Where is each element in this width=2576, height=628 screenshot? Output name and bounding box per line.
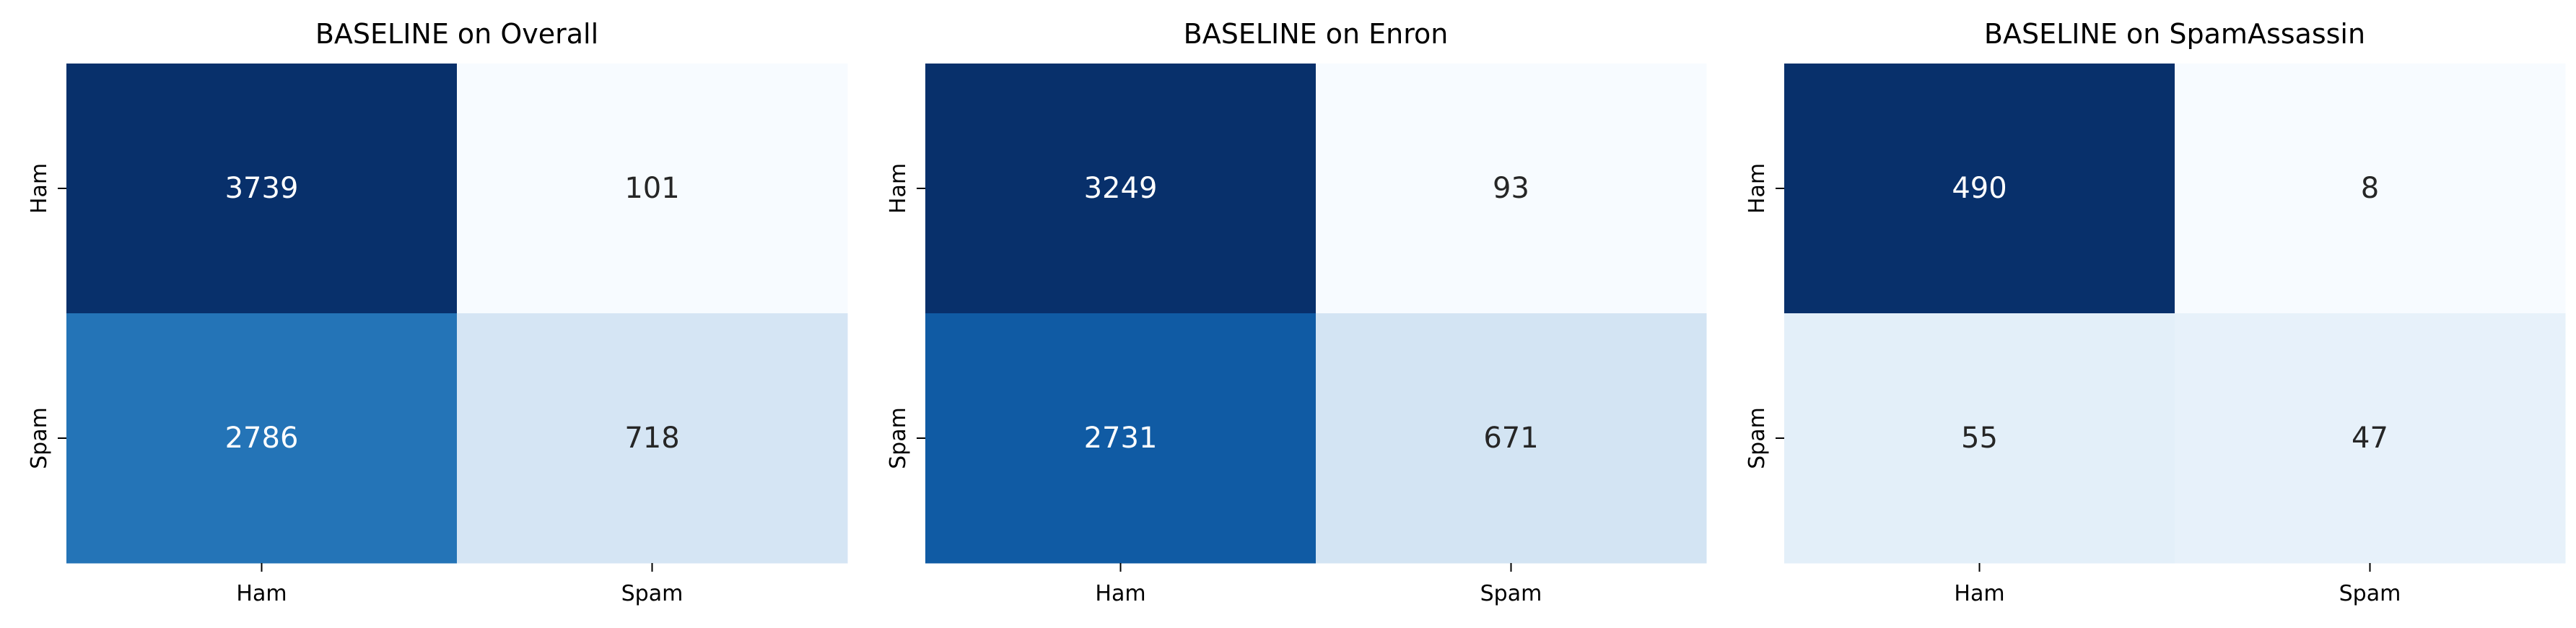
heatmap-cell-3-1-1	[1784, 64, 2175, 314]
x-tick-label: Spam	[1480, 581, 1542, 606]
x-tick-label: Spam	[621, 581, 684, 606]
cell-value-label: 718	[624, 422, 679, 455]
cell-value-label: 55	[1961, 422, 1998, 455]
y-tick-label: Spam	[1745, 407, 1770, 469]
y-tick-label: Spam	[27, 407, 52, 469]
heatmap-cell-3-2-1	[1784, 313, 2175, 564]
heatmap-cell-2-2-2	[1316, 313, 1707, 564]
heatmap-cell-2-1-1	[925, 64, 1317, 314]
cell-value-label: 671	[1483, 422, 1538, 455]
cell-value-label: 47	[2352, 422, 2388, 455]
y-tick-label: Ham	[886, 163, 911, 214]
cell-value-label: 101	[624, 172, 679, 205]
x-tick-label: Ham	[1095, 581, 1145, 606]
cell-value-label: 490	[1952, 172, 2007, 205]
panel-title-1: BASELINE on Overall	[315, 18, 598, 50]
cell-value-label: 3739	[225, 172, 299, 205]
y-tick-label: Ham	[27, 163, 52, 214]
cell-value-label: 93	[1493, 172, 1529, 205]
x-tick-label: Ham	[236, 581, 287, 606]
heatmap-cell-1-2-1	[66, 313, 458, 564]
heatmap-cell-1-2-2	[457, 313, 848, 564]
heatmap-cell-2-1-2	[1316, 64, 1707, 314]
y-tick-label: Spam	[886, 407, 911, 469]
cell-value-label: 8	[2361, 172, 2379, 205]
cell-value-label: 2731	[1084, 422, 1158, 455]
heatmap-cell-3-1-2	[2175, 64, 2566, 314]
heatmap-cell-1-1-1	[66, 64, 458, 314]
heatmap-cell-1-1-2	[457, 64, 848, 314]
x-tick-label: Ham	[1954, 581, 2004, 606]
y-tick-label: Ham	[1745, 163, 1770, 214]
cell-value-label: 2786	[225, 422, 299, 455]
cell-value-label: 3249	[1084, 172, 1158, 205]
x-tick-label: Spam	[2339, 581, 2401, 606]
panel-title-2: BASELINE on Enron	[1184, 18, 1449, 50]
heatmap-cell-3-2-2	[2175, 313, 2566, 564]
heatmap-cell-2-2-1	[925, 313, 1317, 564]
panel-title-3: BASELINE on SpamAssassin	[1984, 18, 2365, 50]
